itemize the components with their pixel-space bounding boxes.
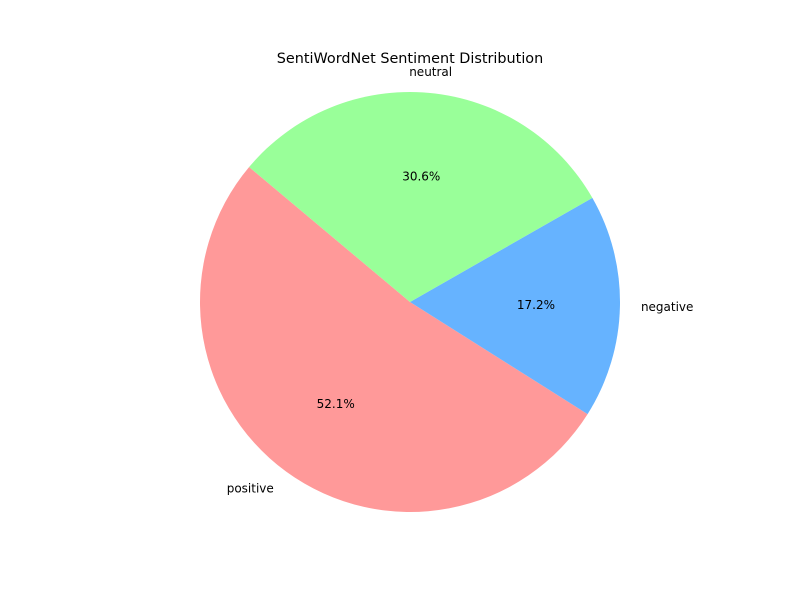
- pie-slice-negative: [410, 197, 620, 415]
- pie-slice-neutral: [249, 92, 593, 303]
- slice-percent-positive: 52.1%: [317, 397, 355, 411]
- slice-percent-negative: 17.2%: [517, 298, 555, 312]
- chart-title: SentiWordNet Sentiment Distribution: [277, 51, 544, 67]
- slice-label-positive: positive: [227, 482, 274, 496]
- slice-label-negative: negative: [641, 300, 693, 314]
- pie-slice-positive: [200, 167, 588, 512]
- pie-slices: [200, 92, 620, 512]
- slice-label-neutral: neutral: [409, 65, 452, 79]
- slice-percent-neutral: 30.6%: [402, 170, 440, 184]
- pie-labels: positive 52.1% negative 17.2% neutral 30.6%: [227, 65, 694, 496]
